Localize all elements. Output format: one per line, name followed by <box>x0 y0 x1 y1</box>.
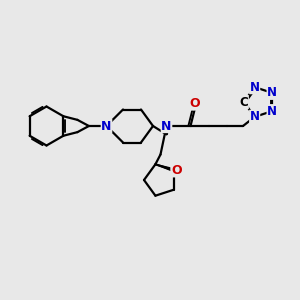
Text: N: N <box>267 86 277 99</box>
Text: N: N <box>250 110 260 123</box>
Text: N: N <box>101 119 112 133</box>
Text: N: N <box>161 119 172 133</box>
Text: O: O <box>190 97 200 110</box>
Text: N: N <box>267 105 277 118</box>
Text: O: O <box>171 164 181 177</box>
Polygon shape <box>155 164 175 172</box>
Text: C: C <box>239 95 248 109</box>
Text: N: N <box>250 81 260 94</box>
